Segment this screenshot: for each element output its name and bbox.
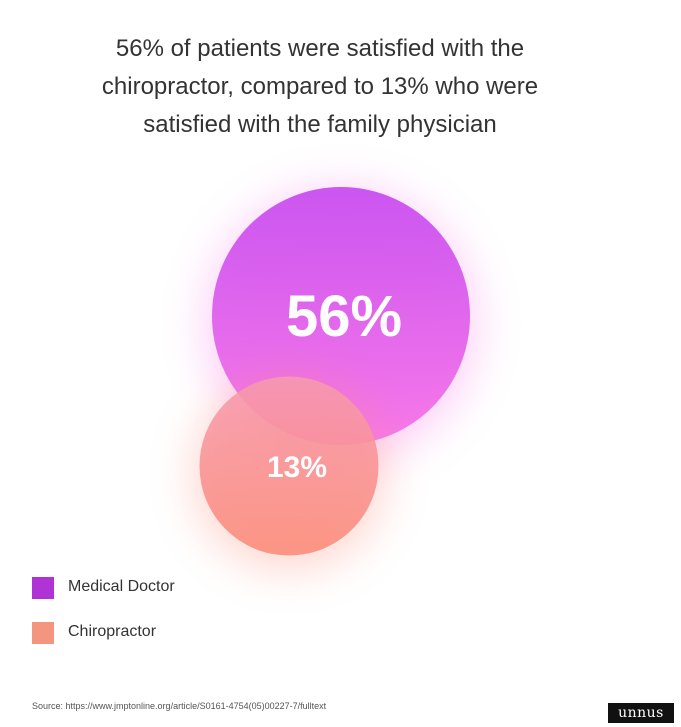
chart-title-line-1: 56% of patients were satisfied with the xyxy=(115,35,525,62)
source-note: Source: https://www.jmptonline.org/artic… xyxy=(32,701,327,711)
legend-label-medical-doctor: Medical Doctor xyxy=(68,578,175,595)
bubble-label-chiropractor: 13% xyxy=(267,451,327,484)
legend-item-chiropractor: Chiropractor xyxy=(32,621,332,647)
bubble-label-medical-doctor: 56% xyxy=(286,284,402,349)
brand-logo: unnus xyxy=(608,703,674,723)
chart-title: 56% of patients were satisfied with the … xyxy=(40,30,600,144)
legend-swatch-chiropractor xyxy=(32,622,54,644)
legend-swatch-medical-doctor xyxy=(32,577,54,599)
legend: Medical Doctor Chiropractor xyxy=(32,576,332,666)
bubble-layer: 56% 13% xyxy=(193,187,476,570)
chart-title-line-2: chiropractor, compared to 13% who were xyxy=(101,73,539,100)
legend-label-chiropractor: Chiropractor xyxy=(68,623,157,640)
legend-item-medical-doctor: Medical Doctor xyxy=(32,576,332,602)
chart-title-line-3: satisfied with the family physician xyxy=(143,111,497,138)
bubble-chiropractor xyxy=(199,376,379,556)
